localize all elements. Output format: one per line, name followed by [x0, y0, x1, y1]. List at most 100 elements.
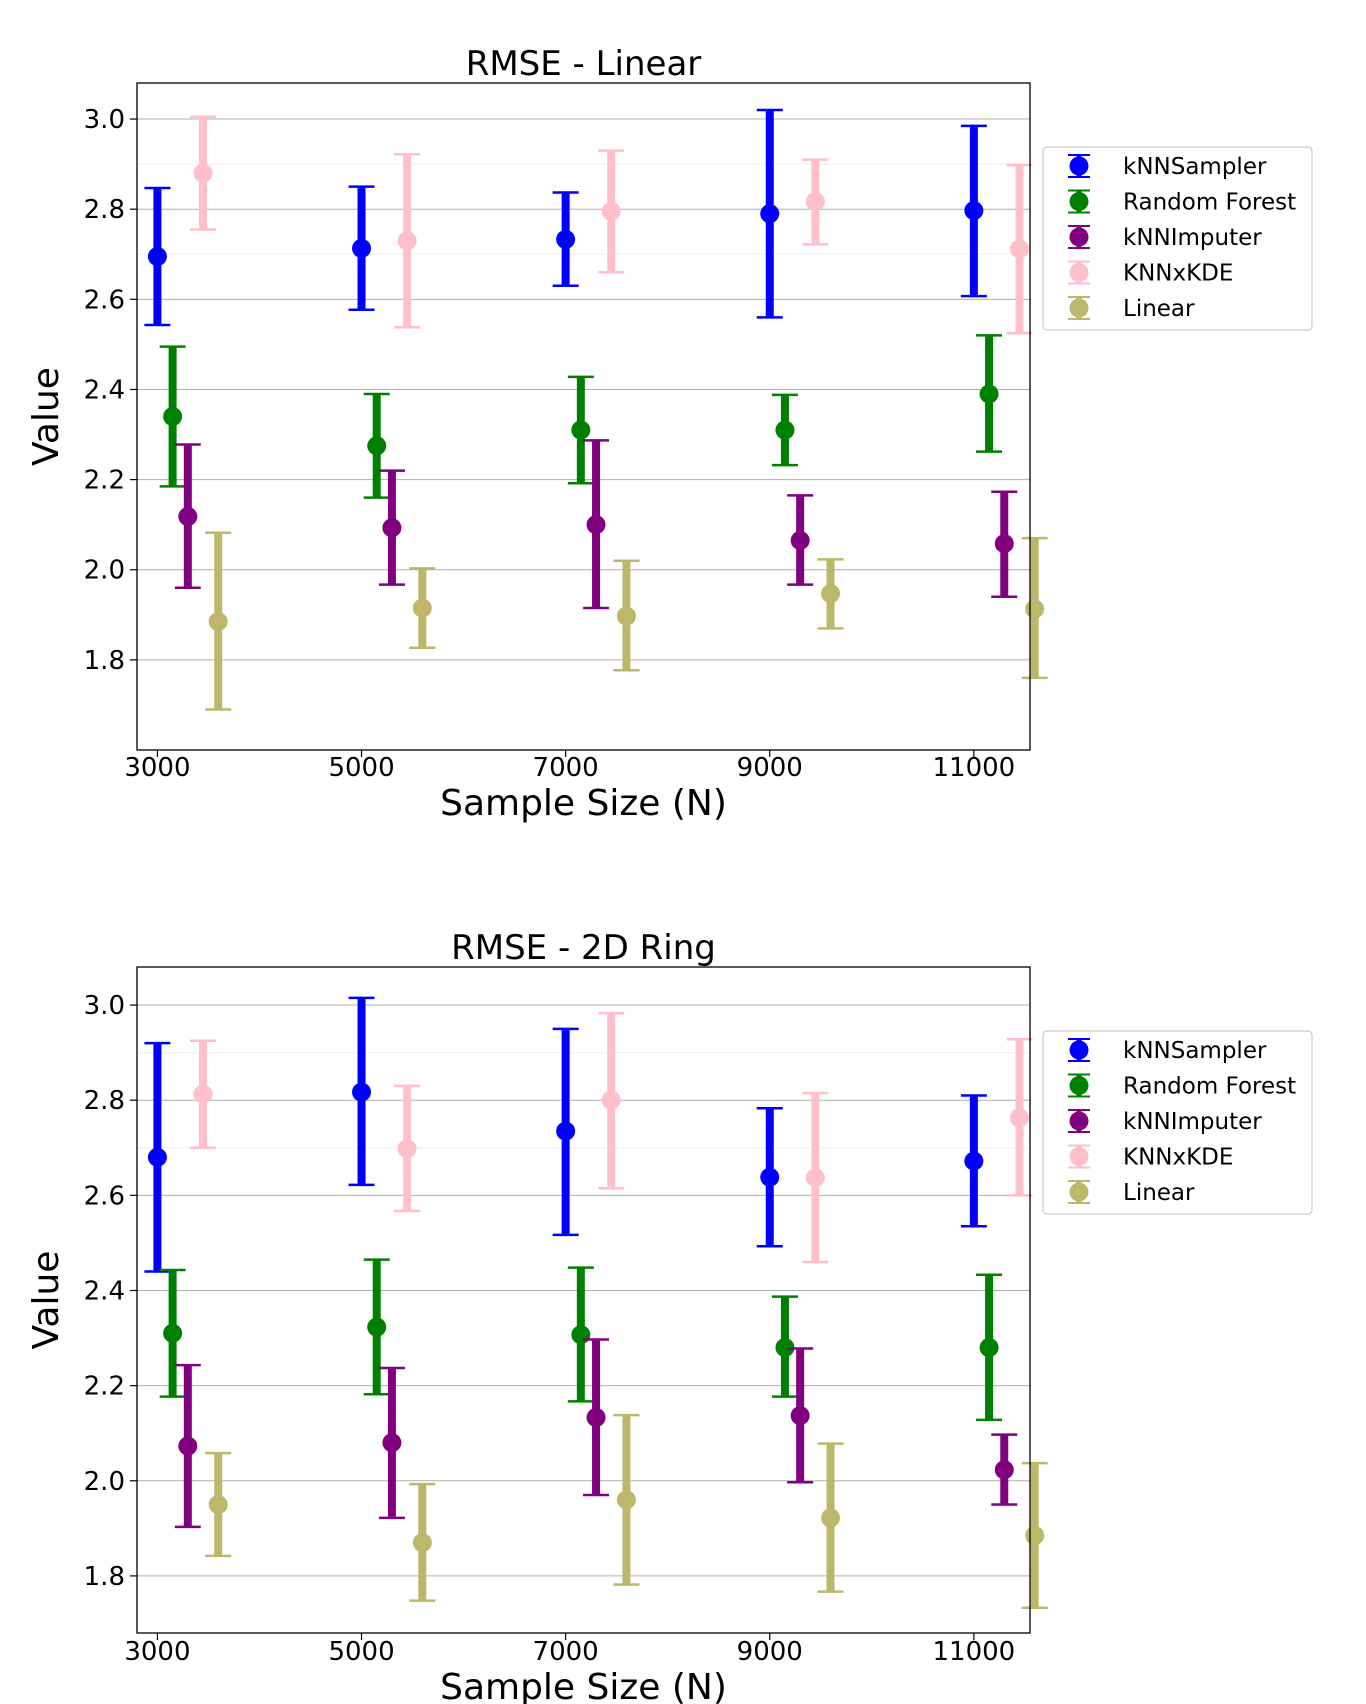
data-point: [760, 204, 780, 224]
legend-marker-dot: [1069, 1147, 1089, 1166]
y-tick-label: 2.0: [84, 1467, 125, 1497]
data-point: [994, 1460, 1014, 1480]
x-tick-label: 9000: [737, 1637, 803, 1667]
data-point: [601, 1090, 621, 1110]
y-tick-label: 1.8: [84, 646, 125, 676]
data-point: [571, 1325, 591, 1345]
x-tick-label: 11000: [933, 1637, 1016, 1667]
y-tick-label: 2.2: [84, 466, 125, 496]
data-point: [979, 1338, 999, 1358]
legend-label: Linear: [1123, 1180, 1195, 1206]
data-point: [616, 1490, 636, 1510]
y-tick-label: 1.8: [84, 1562, 125, 1592]
legend-marker-dot: [1069, 227, 1089, 247]
data-point: [586, 1408, 606, 1428]
data-point: [760, 1167, 780, 1187]
legend: kNNSampler Random Forest kNNImputer KNNxKDE…: [1042, 1030, 1313, 1215]
y-tick-label: 3.0: [84, 105, 125, 135]
legend-marker-dot: [1069, 1182, 1089, 1202]
y-tick-label: 2.2: [84, 1372, 125, 1402]
data-point: [163, 1323, 183, 1343]
data-point: [821, 584, 841, 604]
data-point: [601, 201, 621, 221]
legend-marker-dot: [1069, 1076, 1089, 1095]
data-point: [821, 1508, 841, 1528]
data-point: [382, 518, 402, 538]
y-tick-label: 2.4: [84, 375, 125, 405]
data-point: [775, 1338, 795, 1358]
legend-box: [1042, 1030, 1313, 1215]
y-tick-label: 2.4: [84, 1276, 125, 1306]
data-point: [352, 238, 372, 258]
data-point: [805, 192, 825, 212]
legend-marker-dot: [1069, 1040, 1089, 1060]
y-tick-label: 2.6: [84, 1181, 125, 1211]
legend-label: kNNImputer: [1123, 1109, 1262, 1135]
data-point: [163, 407, 183, 426]
data-point: [790, 530, 810, 550]
legend-label: kNNSampler: [1123, 154, 1267, 180]
chart-panel-1: RMSE - Linear 1.8 2.0 2.2 2.4 2.6 2.8 3.0 3000 50…: [26, 44, 1313, 824]
y-tick-label: 2.6: [84, 285, 125, 315]
x-tick-label: 5000: [328, 1637, 394, 1667]
legend-marker-dot: [1069, 298, 1089, 318]
data-point: [1009, 1108, 1029, 1128]
data-point: [979, 384, 999, 404]
data-point: [412, 1533, 432, 1553]
legend-marker-dot: [1069, 1111, 1089, 1131]
chart-panel-2: RMSE - 2D Ring 1.8 2.0 2.2 2.4 2.6 2.8 3.0 3000 5…: [26, 928, 1313, 1704]
data-point: [1025, 599, 1045, 619]
data-point: [367, 1317, 387, 1337]
x-axis-label: Sample Size (N): [440, 1667, 727, 1704]
data-point: [964, 1151, 984, 1171]
plot-frame: [136, 82, 1031, 751]
data-point: [382, 1433, 402, 1453]
data-point: [586, 515, 606, 535]
legend-marker-dot: [1069, 156, 1089, 176]
data-point: [805, 1168, 825, 1188]
data-point: [147, 1147, 167, 1167]
data-point: [178, 1436, 198, 1456]
data-point: [556, 1121, 576, 1141]
legend-label: KNNxKDE: [1123, 261, 1233, 287]
y-axis-label: Value: [26, 1251, 67, 1350]
y-tick-label: 2.0: [84, 556, 125, 586]
legend-marker-dot: [1069, 263, 1089, 282]
data-point: [178, 507, 198, 527]
legend-label: Linear: [1123, 296, 1195, 322]
legend-label: Random Forest: [1123, 1074, 1296, 1100]
data-point: [147, 247, 167, 267]
data-point: [397, 1139, 417, 1159]
data-point: [1009, 239, 1029, 259]
legend-label: kNNImputer: [1123, 225, 1262, 251]
legend-label: kNNSampler: [1123, 1038, 1267, 1064]
plot-frame: [136, 966, 1031, 1634]
x-tick-label: 7000: [533, 1637, 599, 1667]
data-point: [571, 420, 591, 440]
data-point: [367, 436, 387, 456]
x-tick-label: 7000: [533, 753, 599, 783]
data-point: [616, 606, 636, 626]
x-tick-label: 9000: [737, 753, 803, 783]
x-tick-label: 5000: [328, 753, 394, 783]
x-tick-label: 11000: [933, 753, 1016, 783]
data-point: [556, 229, 576, 249]
x-axis-label: Sample Size (N): [440, 783, 727, 824]
chart-title: RMSE - 2D Ring: [451, 928, 716, 968]
legend: kNNSampler Random Forest kNNImputer KNNxKDE…: [1042, 146, 1313, 331]
data-point: [775, 420, 795, 440]
data-point: [193, 1084, 213, 1104]
data-point: [352, 1082, 372, 1102]
data-point: [208, 612, 228, 632]
chart-title: RMSE - Linear: [466, 44, 702, 84]
data-point: [412, 598, 432, 618]
legend-label: Random Forest: [1123, 190, 1296, 216]
data-point: [193, 163, 213, 183]
y-axis-label: Value: [26, 367, 67, 466]
x-tick-label: 3000: [124, 1637, 190, 1667]
data-point: [208, 1495, 228, 1515]
data-point: [964, 201, 984, 221]
data-point: [1025, 1525, 1045, 1545]
y-tick-label: 2.8: [84, 195, 125, 225]
